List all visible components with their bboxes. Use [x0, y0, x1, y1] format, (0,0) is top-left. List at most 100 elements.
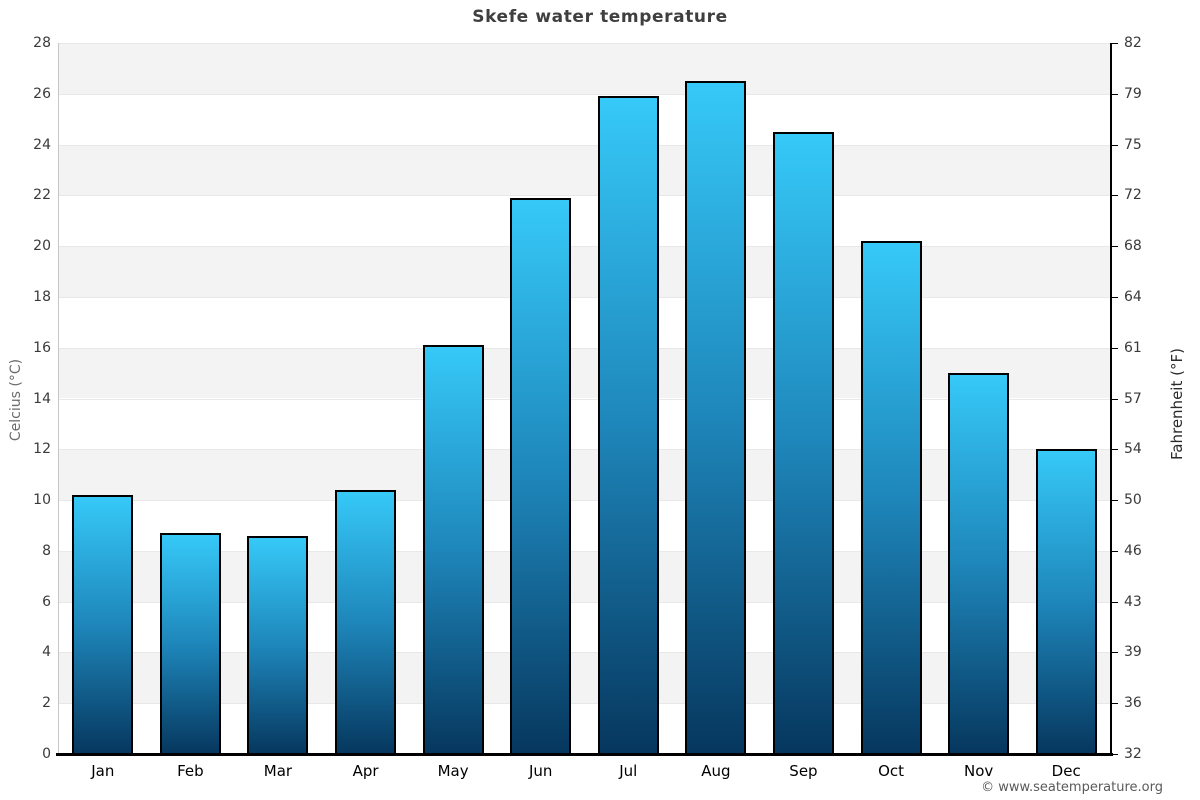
plot-band	[59, 347, 1110, 399]
y-tick-label-left: 26	[33, 85, 51, 102]
y-tick-label-left: 18	[33, 288, 51, 305]
bar-mar	[247, 535, 309, 754]
x-tick-label-apr: Apr	[352, 762, 379, 780]
bar-jul	[597, 96, 659, 754]
y-axis-left-line	[58, 43, 59, 754]
y-tick-label-left: 12	[33, 441, 51, 458]
y-tick-mark-right	[1112, 652, 1118, 654]
gridline	[59, 550, 1110, 552]
plot-band	[59, 195, 1110, 247]
bar-sep	[772, 131, 834, 754]
y-tick-mark-right	[1112, 296, 1118, 298]
y-tick-mark-right	[1112, 754, 1118, 755]
gridline	[59, 195, 1110, 197]
plot-band	[59, 652, 1110, 704]
y-tick-label-right: 68	[1124, 238, 1142, 255]
y-tick-mark-right	[1112, 500, 1118, 502]
y-tick-mark-right	[1112, 43, 1118, 44]
y-tick-mark-right	[1112, 398, 1118, 400]
x-tick-label-mar: Mar	[263, 762, 293, 780]
y-tick-label-right: 75	[1124, 136, 1142, 153]
x-tick-label-sep: Sep	[789, 762, 818, 780]
bar-may	[422, 345, 484, 754]
y-tick-label-right: 82	[1124, 35, 1142, 51]
y-tick-label-left: 16	[33, 339, 51, 356]
gridline	[59, 144, 1110, 146]
y-tick-label-right: 39	[1124, 644, 1142, 661]
y-tick-mark-right	[1112, 144, 1118, 146]
y-tick-mark-right	[1112, 246, 1118, 248]
y-tick-mark-right	[1112, 703, 1118, 705]
plot-band	[59, 398, 1110, 450]
y-tick-label-left: 10	[33, 492, 51, 509]
x-tick-label-may: May	[437, 762, 469, 780]
x-tick-label-oct: Oct	[878, 762, 904, 780]
plot-band	[59, 246, 1110, 297]
y-tick-label-right: 54	[1124, 441, 1142, 458]
bar-apr	[335, 489, 397, 754]
x-tick-label-aug: Aug	[701, 762, 731, 780]
x-tick-label-jan: Jan	[91, 762, 115, 780]
y-axis-right-line	[1110, 43, 1112, 756]
x-tick-label-feb: Feb	[177, 762, 204, 780]
x-tick-label-nov: Nov	[963, 762, 994, 780]
bar-oct	[860, 241, 922, 754]
y-tick-label-left: 4	[42, 644, 51, 661]
y-tick-label-left: 8	[42, 542, 51, 559]
y-tick-label-left: 14	[33, 390, 51, 407]
bar-jun	[510, 197, 572, 754]
y-tick-label-right: 72	[1124, 187, 1142, 204]
y-tick-label-left: 0	[42, 746, 51, 762]
y-tick-label-right: 61	[1124, 339, 1142, 356]
plot-band	[59, 500, 1110, 551]
plot-band	[59, 296, 1110, 348]
gridline	[59, 246, 1110, 248]
plot-band	[59, 144, 1110, 196]
y-tick-mark-right	[1112, 601, 1118, 603]
y-tick-mark-right	[1112, 347, 1118, 349]
plot-band	[59, 93, 1110, 145]
y-tick-label-right: 64	[1124, 288, 1142, 305]
bar-jan	[72, 495, 134, 754]
y-tick-label-left: 20	[33, 238, 51, 255]
bar-nov	[948, 373, 1010, 754]
y-axis-title-fahrenheit: Fahrenheit (°F)	[1168, 348, 1186, 460]
x-axis-labels: Jan Feb Mar Apr May Jun Jul Aug Sep Oct Nov Dec	[59, 762, 1110, 784]
x-tick-label-jul: Jul	[619, 762, 638, 780]
y-tick-label-right: 32	[1124, 746, 1142, 762]
x-tick-label-jun: Jun	[528, 762, 553, 780]
plot-band	[59, 449, 1110, 501]
y-tick-mark-right	[1112, 195, 1118, 197]
gridline	[59, 296, 1110, 298]
plot-area	[58, 43, 1110, 754]
copyright-text: © www.seatemperature.org	[981, 780, 1163, 795]
y-tick-label-right: 36	[1124, 695, 1142, 712]
gridline	[59, 500, 1110, 502]
x-tick-label-dec: Dec	[1051, 762, 1081, 780]
y-tick-label-left: 6	[42, 593, 51, 610]
y-tick-label-left: 22	[33, 187, 51, 204]
y-tick-mark-right	[1112, 449, 1118, 451]
y-tick-mark-right	[1112, 93, 1118, 95]
y-tick-label-right: 43	[1124, 593, 1142, 610]
y-tick-label-right: 46	[1124, 542, 1142, 559]
gridline	[59, 449, 1110, 451]
y-axis-title-celsius: Celcius (°C)	[8, 358, 24, 442]
gridline	[59, 398, 1110, 400]
plot-band	[59, 601, 1110, 653]
bar-aug	[685, 81, 747, 754]
gridline	[59, 347, 1110, 349]
x-axis-line	[56, 753, 1113, 756]
chart-title: Skefe water temperature	[472, 7, 728, 27]
y-tick-label-right: 50	[1124, 492, 1142, 509]
bar-feb	[159, 533, 221, 754]
gridline	[59, 93, 1110, 95]
gridline	[59, 703, 1110, 705]
y-tick-label-right: 79	[1124, 85, 1142, 102]
plot-band	[59, 550, 1110, 602]
plot-band	[59, 703, 1110, 754]
y-tick-label-left: 2	[42, 695, 51, 712]
gridline	[59, 43, 1110, 44]
gridline	[59, 652, 1110, 654]
gridline	[59, 601, 1110, 603]
